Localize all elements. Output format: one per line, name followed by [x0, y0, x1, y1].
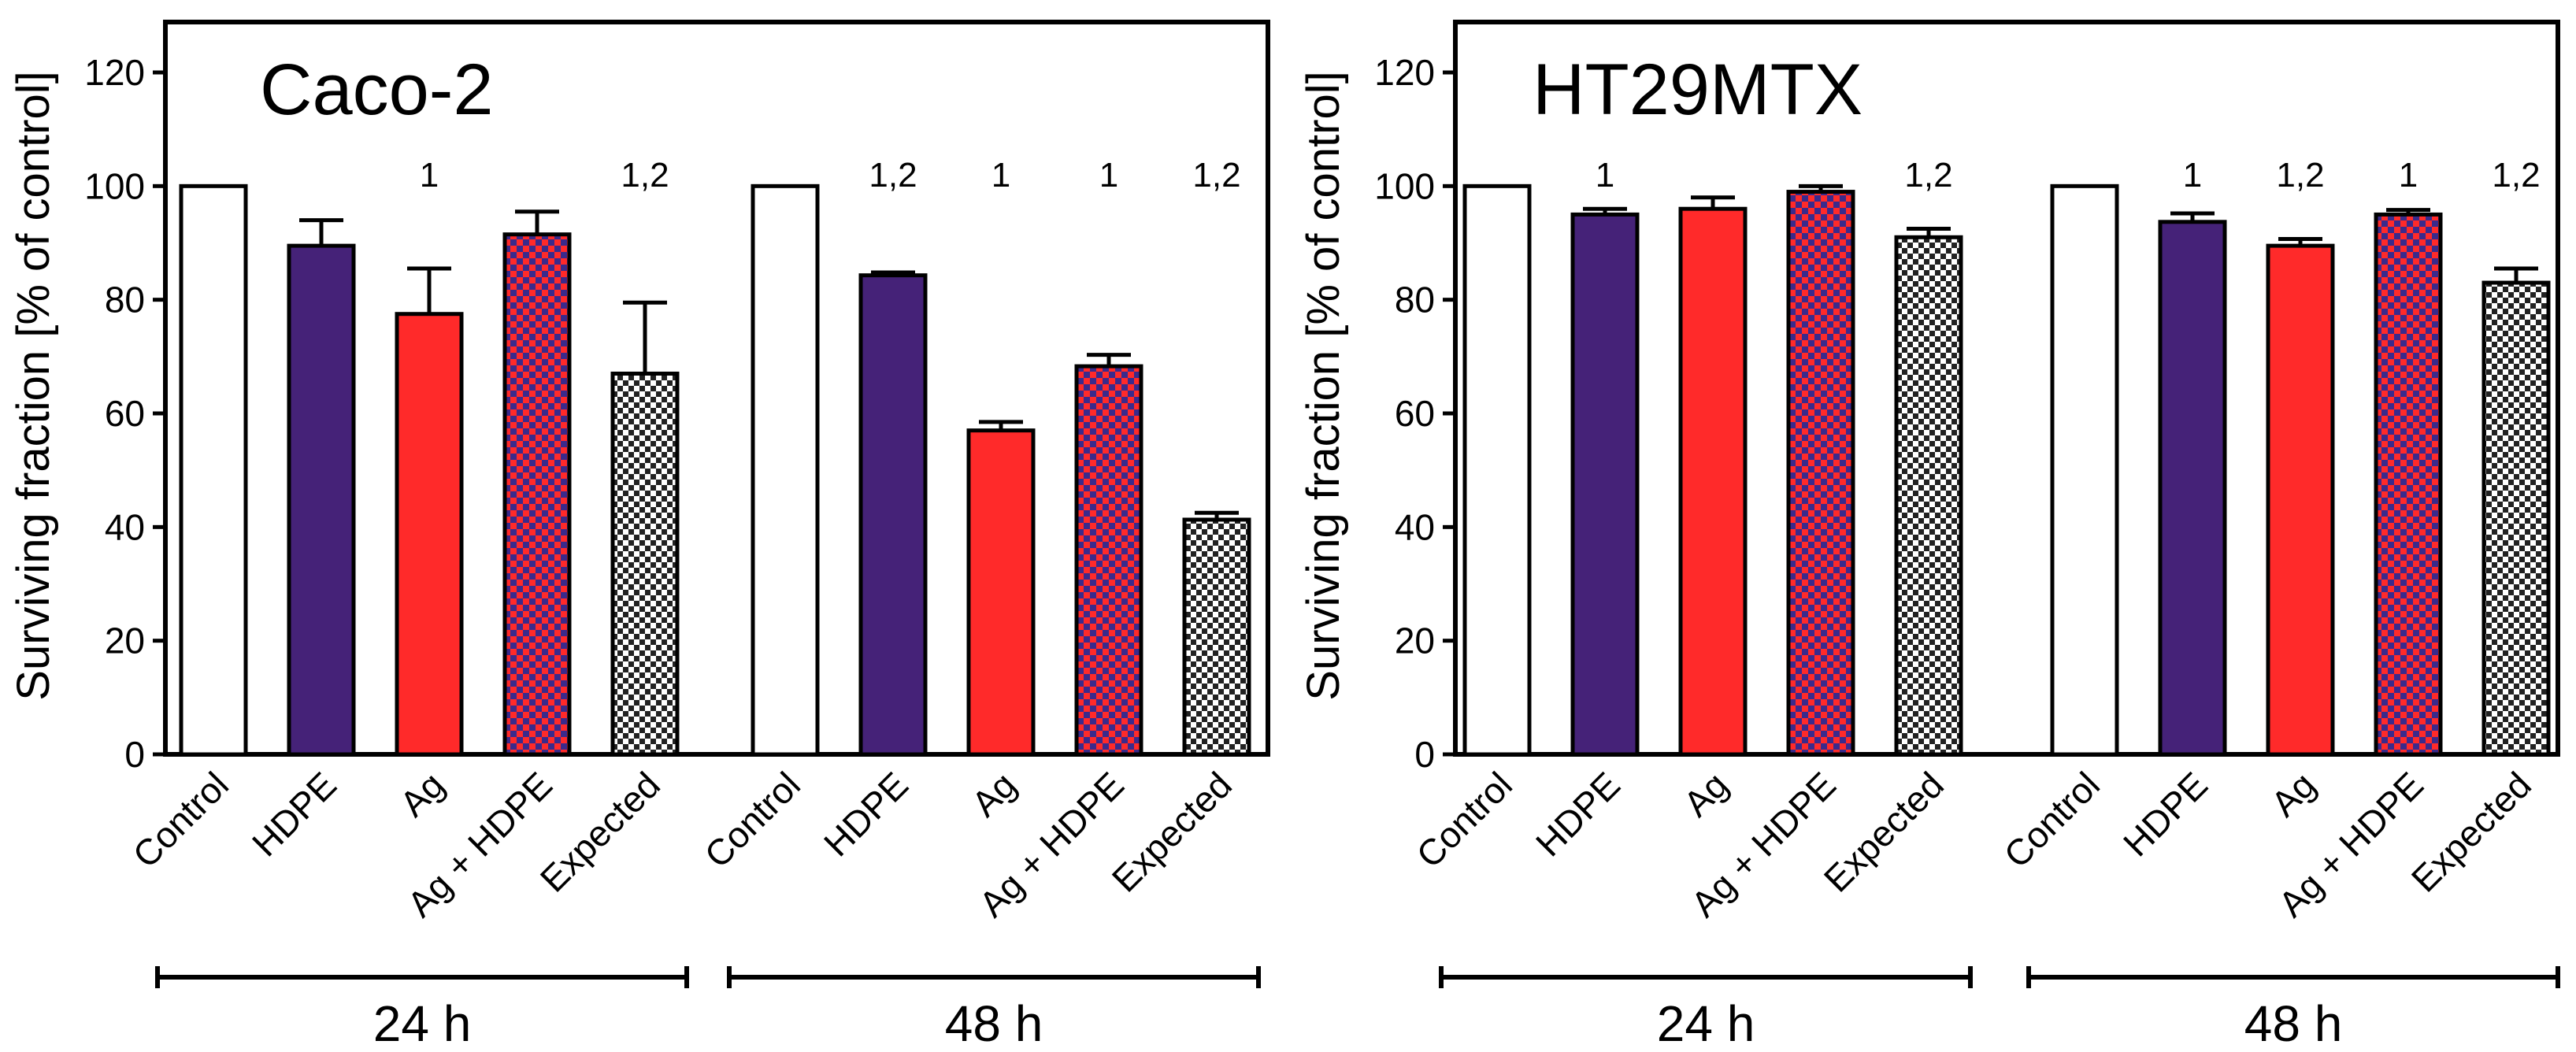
category-label-ag: Ag: [964, 764, 1025, 824]
significance-label: 1: [991, 156, 1010, 194]
bar-ag: [395, 312, 464, 757]
category-label-expected: Expected: [532, 764, 668, 899]
significance-label: 1: [2399, 156, 2418, 194]
panel-title: Caco-2: [260, 50, 494, 130]
y-ticks: 0 20 40 60 80 100 120: [1374, 52, 1455, 775]
bar-ag: [2266, 243, 2335, 757]
y-tick-label: 40: [105, 506, 145, 547]
significance-label: 1: [2183, 156, 2202, 194]
group-label: 24 h: [373, 995, 472, 1052]
bar-ag-hdpe: [1074, 364, 1143, 757]
y-tick-label: 60: [105, 393, 145, 434]
time-brackets: 24 h 48 h: [155, 966, 1261, 1052]
bar-control: [179, 183, 248, 757]
bar-expected: [1894, 235, 1963, 757]
bar-control: [751, 183, 820, 757]
y-tick-label: 40: [1395, 506, 1435, 547]
y-tick-label: 20: [105, 620, 145, 661]
bar-expected: [1182, 517, 1251, 757]
category-label-expected: Expected: [2404, 764, 2539, 899]
y-tick-label: 120: [1374, 52, 1435, 93]
y-tick-label: 80: [105, 280, 145, 320]
category-label-hdpe: HDPE: [2115, 764, 2215, 864]
bar-expected: [610, 371, 680, 757]
y-axis-title: Surviving fraction [% of control]: [8, 71, 59, 700]
bars: 1 1,2 1,2 1 1 1,2: [179, 156, 1251, 757]
category-label-ag: Ag: [2263, 764, 2324, 824]
y-tick-label: 100: [84, 165, 145, 206]
y-tick-label: 0: [1414, 734, 1435, 775]
bar-hdpe: [2158, 220, 2227, 757]
significance-label: 1: [1596, 156, 1614, 194]
significance-label: 1: [1099, 156, 1118, 194]
bar-ag-hdpe: [2374, 212, 2443, 757]
bar-ag: [1678, 206, 1748, 757]
category-label-hdpe: HDPE: [244, 764, 344, 864]
bars: 1 1,2 1 1,2 1 1,2: [1462, 156, 2551, 757]
category-label-ag: Ag: [392, 764, 453, 824]
plot-frame: [1453, 20, 2560, 757]
significance-label: 1,2: [869, 156, 917, 194]
bar-hdpe: [858, 273, 928, 757]
bar-ag-hdpe: [502, 232, 572, 757]
category-label-control: Control: [124, 764, 236, 876]
bar-hdpe: [1570, 212, 1640, 757]
category-label-hdpe: HDPE: [816, 764, 916, 864]
y-tick-label: 100: [1374, 165, 1435, 206]
bar-expected: [2481, 280, 2551, 757]
panel-ht29mtx: Surviving fraction [% of control] HT29MT…: [1298, 20, 2560, 1052]
significance-label: 1,2: [2276, 156, 2324, 194]
y-tick-label: 60: [1395, 393, 1435, 434]
group-label: 24 h: [1657, 995, 1755, 1052]
significance-label: 1,2: [621, 156, 669, 194]
significance-label: 1: [420, 156, 439, 194]
significance-label: 1,2: [1904, 156, 1952, 194]
category-label-expected: Expected: [1816, 764, 1951, 899]
y-ticks: 0 20 40 60 80 100 120: [84, 52, 165, 775]
panel-title: HT29MTX: [1533, 50, 1863, 130]
bar-control: [1462, 183, 1532, 757]
group-label: 48 h: [2244, 995, 2343, 1052]
significance-label: 1,2: [2492, 156, 2540, 194]
y-tick-label: 120: [84, 52, 145, 93]
panel-caco2: Surviving fraction [% of control] Caco-2…: [8, 20, 1270, 1052]
category-label-control: Control: [1996, 764, 2107, 876]
y-tick-label: 20: [1395, 620, 1435, 661]
category-label-hdpe: HDPE: [1528, 764, 1628, 864]
bar-hdpe: [287, 243, 356, 757]
y-tick-label: 80: [1395, 280, 1435, 320]
category-label-control: Control: [1408, 764, 1520, 876]
y-tick-label: 0: [124, 734, 145, 775]
group-label: 48 h: [945, 995, 1043, 1052]
plot-frame: [163, 20, 1270, 757]
y-axis-title: Surviving fraction [% of control]: [1298, 71, 1349, 700]
significance-label: 1,2: [1192, 156, 1240, 194]
bar-control: [2050, 183, 2119, 757]
bar-ag: [966, 428, 1036, 757]
category-label-ag: Ag: [1676, 764, 1736, 824]
time-brackets: 24 h 48 h: [1439, 966, 2560, 1052]
bar-ag-hdpe: [1786, 190, 1855, 757]
category-label-control: Control: [696, 764, 808, 876]
category-label-expected: Expected: [1104, 764, 1240, 899]
